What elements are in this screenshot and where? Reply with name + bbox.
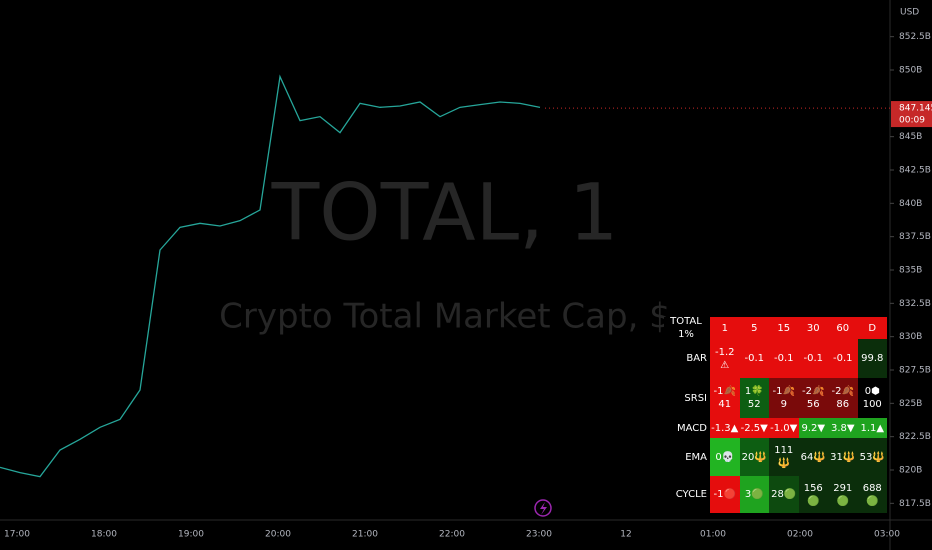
currency: USD (900, 8, 919, 18)
table-cell: 31🔱 (828, 438, 858, 476)
table-cell: -0.1 (769, 339, 799, 378)
table-row-label: CYCLE (672, 476, 710, 513)
table-cell: -2🍂 86 (828, 378, 858, 418)
y-tick-label: 822.5B (899, 432, 931, 442)
y-tick-label: 835B (899, 266, 922, 276)
y-tick-label: 830B (899, 332, 922, 342)
table-cell: 53🔱 (857, 438, 887, 476)
y-tick-label: 852.5B (899, 32, 931, 42)
table-header-label: TOTAL 1% (664, 317, 710, 339)
watermark-description: Crypto Total Market Cap, $ (219, 297, 671, 337)
table-row-label: MACD (672, 418, 710, 438)
table-cell: -1🔴 (710, 476, 740, 513)
y-tick-label: 840B (899, 199, 922, 209)
x-tick-label: 18:00 (91, 530, 117, 540)
table-cell: 0⬢ 100 (857, 378, 887, 418)
table-cell: 0💀 (710, 438, 740, 476)
table-cell: -2.5▼ (739, 418, 769, 438)
y-tick-label: 842.5B (899, 166, 931, 176)
x-tick-label: 01:00 (700, 530, 726, 540)
table-cell: -1.3▲ (710, 418, 740, 438)
x-tick-label: 03:00 (874, 530, 900, 540)
table-cell: 99.8 (857, 339, 887, 378)
table-header-cell: 60 (828, 317, 858, 339)
x-tick-label: 19:00 (178, 530, 204, 540)
countdown: 00:09 (899, 116, 925, 126)
x-tick-label: 02:00 (787, 530, 813, 540)
x-tick-label: 21:00 (352, 530, 378, 540)
table-cell: -1.0▼ (769, 418, 799, 438)
table-cell: -0.1 (798, 339, 828, 378)
table-cell: -1🍂 41 (710, 378, 740, 418)
y-tick-label: 827.5B (899, 366, 931, 376)
table-header-cell: 1 (710, 317, 740, 339)
x-tick-label: 22:00 (439, 530, 465, 540)
last-price-label: 847.145B (899, 104, 932, 114)
last-price-tag (891, 101, 932, 128)
y-tick-label: 832.5B (899, 299, 931, 309)
table-cell: 9.2▼ (798, 418, 828, 438)
y-tick-label: 820B (899, 466, 922, 476)
table-row-label: SRSI (672, 378, 710, 418)
y-tick-label: 845B (899, 132, 922, 142)
table-cell: -0.1 (828, 339, 858, 378)
y-tick-label: 837.5B (899, 232, 931, 242)
table-cell: 64🔱 (798, 438, 828, 476)
x-tick-label: 17:00 (4, 530, 30, 540)
event-bolt (540, 502, 547, 515)
x-tick-label: 23:00 (526, 530, 552, 540)
event-icon[interactable] (534, 499, 552, 517)
table-cell: 28🟢 (769, 476, 799, 513)
y-tick-label: 817.5B (899, 499, 931, 509)
table-cell: 291🟢 (828, 476, 858, 513)
table-cell: 3.8▼ (828, 418, 858, 438)
table-header-cell: 15 (769, 317, 799, 339)
table-cell: -2🍂 56 (798, 378, 828, 418)
table-cell: 156🟢 (798, 476, 828, 513)
table-cell: -1🍂 9 (769, 378, 799, 418)
table-header-cell: 5 (739, 317, 769, 339)
x-tick-label: 12 (620, 530, 631, 540)
table-cell: 1.1▲ (857, 418, 887, 438)
table-header-cell: D (857, 317, 887, 339)
table-cell: 3🟢 (739, 476, 769, 513)
table-cell: 1🍀 52 (739, 378, 769, 418)
table-cell: 111🔱 (769, 438, 799, 476)
table-cell: 688🟢 (857, 476, 887, 513)
table-cell: -1.2 ⚠ (710, 339, 740, 378)
y-tick-label: 850B (899, 66, 922, 76)
price-line (0, 74, 541, 478)
y-tick-label: 825B (899, 399, 922, 409)
table-cell: -0.1 (739, 339, 769, 378)
table-row-label: EMA (672, 438, 710, 476)
watermark-symbol: TOTAL, 1 (271, 168, 619, 258)
x-tick-label: 20:00 (265, 530, 291, 540)
table-cell: 20🔱 (739, 438, 769, 476)
table-header-cell: 30 (798, 317, 828, 339)
table-row-label: BAR (672, 339, 710, 378)
